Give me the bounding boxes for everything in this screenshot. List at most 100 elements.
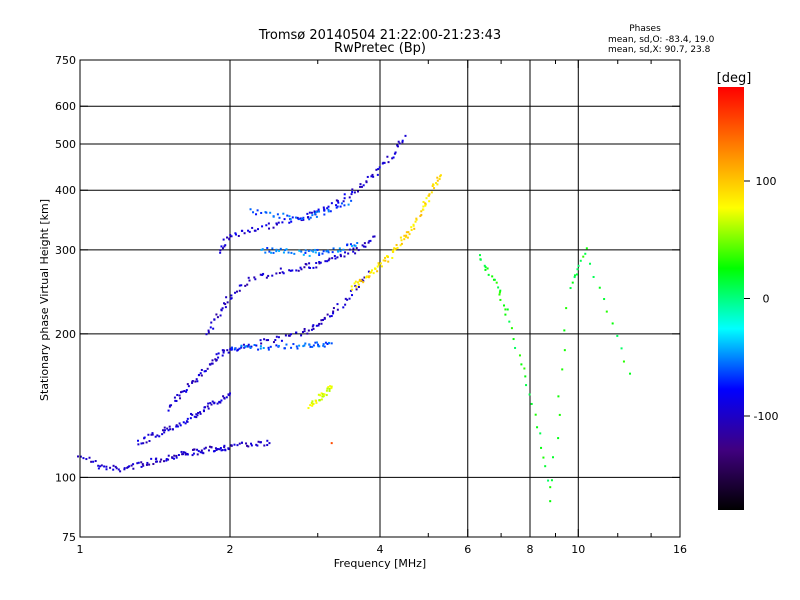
data-point [221,307,224,310]
data-point [360,185,363,188]
data-point [227,351,230,354]
data-point [332,307,335,310]
data-point [312,250,315,253]
data-point [277,336,280,339]
data-point [310,401,313,404]
data-point [199,372,202,375]
data-point [547,479,550,482]
data-point [223,349,226,352]
data-point [127,466,130,469]
data-point [484,266,487,269]
data-point [245,345,248,348]
data-point [375,168,378,171]
data-point [220,399,223,402]
data-point [265,224,268,227]
data-point [563,329,566,332]
data-point [196,448,199,451]
data-point [130,464,133,467]
data-point [315,211,318,214]
data-point [308,343,311,346]
data-point [393,152,396,155]
data-point [227,448,230,451]
data-point [420,210,423,213]
data-point [199,411,202,414]
data-point [328,389,331,392]
data-point [372,235,375,238]
data-point [292,343,295,346]
chart-subtitle: RwPretec (Bp) [334,41,426,56]
data-point [380,265,383,268]
data-point [234,291,237,294]
data-point [199,412,202,415]
data-point [215,358,218,361]
data-point [428,193,431,196]
data-point [327,259,330,262]
data-point [329,210,332,213]
data-point [497,286,500,289]
data-point [479,258,482,261]
data-point [350,244,353,247]
data-point [216,316,219,319]
data-point [330,387,333,390]
data-point [395,243,398,246]
data-point [309,404,312,407]
data-point [384,256,387,259]
data-point [194,380,197,383]
data-point [291,216,294,219]
data-point [315,215,318,218]
data-point [326,207,329,210]
data-point [342,248,345,251]
data-point [357,285,360,288]
data-point [289,218,292,221]
data-point [415,217,418,220]
data-point [333,254,336,257]
data-point [330,442,333,445]
data-point [306,212,309,215]
data-point [343,255,346,258]
data-point [218,448,221,451]
data-point [512,338,515,341]
data-point [221,449,224,452]
data-point [230,235,233,238]
data-point [158,435,161,438]
data-point [327,205,330,208]
data-point [209,402,212,405]
data-point [266,246,269,249]
data-point [391,256,394,259]
data-point [283,218,286,221]
data-point [312,344,315,347]
data-point [155,460,158,463]
data-point [307,329,310,332]
y-tick-label: 500 [55,138,76,151]
data-point [326,249,329,252]
data-point [254,278,257,281]
data-point [171,456,174,459]
data-point [219,251,222,254]
data-point [326,260,329,263]
data-point [161,433,164,436]
data-point [403,234,406,237]
data-point [167,454,170,457]
data-point [238,284,241,287]
data-point [355,285,358,288]
data-point [150,433,153,436]
data-point [187,385,190,388]
data-point [171,428,174,431]
data-point [405,231,408,234]
data-point [356,190,359,193]
data-point [266,439,269,442]
data-point [210,362,213,365]
data-point [271,247,274,250]
data-point [186,453,189,456]
data-point [336,308,339,311]
data-point [179,397,182,400]
data-point [284,249,287,252]
data-point [212,327,215,330]
data-point [203,447,206,450]
data-point [330,342,333,345]
data-point [250,345,253,348]
data-point [240,346,243,349]
data-point [422,200,425,203]
data-point [152,462,155,465]
data-point [175,425,178,428]
